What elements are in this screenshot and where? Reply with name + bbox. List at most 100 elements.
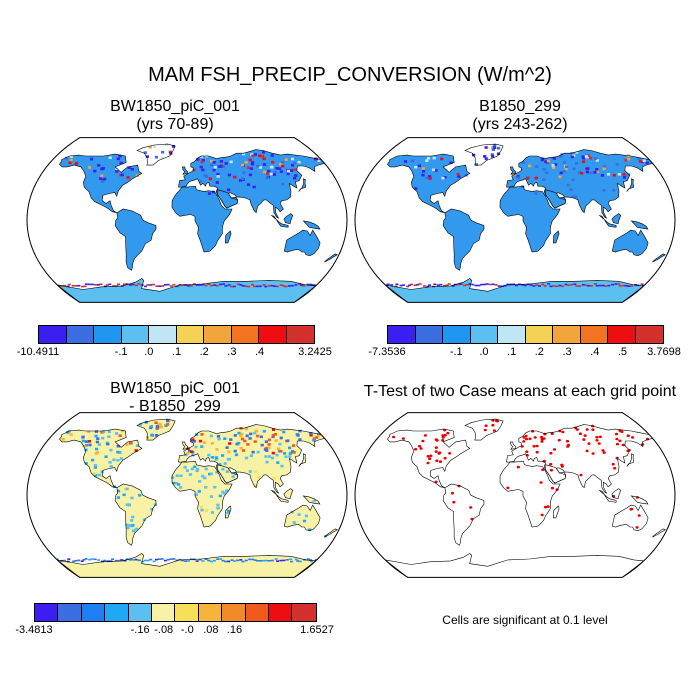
- antarctic-edge-cell: [94, 284, 98, 286]
- data-cell: [262, 157, 266, 161]
- antarctic-edge-cell: [219, 283, 223, 286]
- significant-cell: [549, 462, 553, 466]
- antarctic-edge-cell: [99, 283, 103, 286]
- coastline-arabia: [544, 189, 567, 209]
- colorbar-tick-label: .08: [203, 624, 219, 636]
- data-cell: [96, 437, 100, 440]
- data-cell: [253, 153, 257, 156]
- coastline-newGuinea: [630, 495, 649, 505]
- data-cell: [256, 164, 260, 168]
- significant-cell: [434, 446, 438, 449]
- data-cell: [116, 444, 120, 448]
- data-cell: [225, 446, 229, 449]
- data-cell: [563, 161, 567, 164]
- data-cell: [64, 156, 68, 160]
- data-cell: [226, 511, 230, 515]
- data-cell: [403, 160, 408, 163]
- antarctic-edge-cell: [236, 283, 240, 285]
- antarctic-edge-cell: [88, 558, 92, 561]
- data-cell: [593, 171, 597, 174]
- data-cell: [552, 157, 556, 160]
- data-cell: [491, 146, 495, 150]
- antarctic-edge-cell: [468, 283, 472, 285]
- significant-cell: [583, 434, 587, 437]
- antarctic-edge-cell: [406, 285, 410, 288]
- data-cell: [259, 435, 263, 439]
- antarctic-edge-cell: [106, 560, 110, 562]
- data-cell: [116, 496, 120, 499]
- colorbar-swatch: [269, 604, 293, 621]
- data-cell: [221, 490, 225, 494]
- colorbar-swatch: [175, 604, 199, 621]
- colorbar-tick-label: .2: [199, 346, 209, 358]
- colorbar-swatch: [35, 604, 59, 621]
- significant-cell: [401, 437, 405, 440]
- data-cell: [93, 474, 98, 477]
- data-cell: [244, 456, 249, 460]
- data-cell: [217, 165, 221, 168]
- significant-cell: [549, 468, 553, 472]
- data-cell: [215, 471, 219, 474]
- antarctic-edge-cell: [160, 558, 164, 560]
- colorbar-swatch: [388, 326, 416, 343]
- colorbar-tick-label: 1.6527: [300, 624, 334, 636]
- colorbar-swatch: [635, 326, 663, 343]
- coastline-australia: [283, 229, 321, 257]
- data-cell: [143, 151, 147, 154]
- data-cell: [287, 170, 291, 173]
- data-cell: [290, 169, 294, 172]
- antarctic-edge-cell: [213, 284, 217, 286]
- main-title: MAM FSH_PRECIP_CONVERSION (W/m^2): [148, 64, 552, 86]
- data-cell: [296, 434, 300, 437]
- data-cell: [264, 440, 268, 443]
- data-cell: [484, 157, 488, 160]
- antarctic-edge-cell: [108, 283, 112, 286]
- antarctic-edge-cell: [117, 559, 121, 562]
- data-cell: [69, 433, 73, 436]
- data-cell: [569, 188, 573, 191]
- data-cell: [464, 173, 468, 177]
- coastline-newZealand: [652, 253, 666, 263]
- colorbar-swatch: [443, 326, 471, 343]
- data-cell: [640, 160, 645, 164]
- colorbar-swatch: [222, 604, 246, 621]
- antarctic-edge-cell: [184, 284, 188, 286]
- significant-cell: [392, 435, 396, 439]
- data-cell: [203, 174, 207, 177]
- data-cell: [150, 508, 154, 511]
- data-cell: [260, 443, 264, 447]
- data-cell: [271, 434, 275, 437]
- data-cell: [177, 483, 181, 486]
- antarctic-edge-cell: [143, 559, 147, 562]
- antarctic-edge-cell: [236, 559, 240, 562]
- data-cell: [559, 171, 563, 175]
- data-cell: [174, 481, 178, 485]
- data-cell: [528, 164, 532, 168]
- data-cell: [186, 452, 190, 455]
- significant-cell: [495, 419, 500, 423]
- coastline-borneo: [611, 488, 622, 500]
- data-cell: [202, 441, 207, 444]
- data-cell: [274, 439, 278, 442]
- land-africa: [500, 461, 561, 527]
- data-cell: [421, 173, 425, 177]
- coastline-uk: [509, 441, 517, 450]
- panel2-title: B1850_299 (yrs 243-262): [370, 98, 670, 134]
- data-cell: [521, 161, 525, 164]
- data-cell: [534, 192, 538, 195]
- antarctic-edge-cell: [445, 284, 449, 287]
- data-cell: [242, 171, 246, 174]
- data-cell: [622, 173, 626, 176]
- antarctic-edge-cell: [229, 285, 233, 288]
- antarctic-edge-cell: [128, 559, 132, 561]
- coastline-madagascar: [552, 230, 560, 244]
- antarctic-edge-cell: [72, 560, 76, 563]
- data-cell: [586, 154, 590, 157]
- antarctic-edge-cell: [83, 285, 87, 288]
- data-cell: [240, 432, 244, 436]
- data-cell: [263, 448, 267, 451]
- colorbar-swatch: [128, 604, 153, 621]
- colorbar-panel-2-labels: -7.3536 -.1 .0 .1 .2 .3 .4 .5 3.7698: [368, 346, 680, 360]
- data-cell: [612, 188, 616, 192]
- antarctic-edge-cell: [264, 285, 268, 288]
